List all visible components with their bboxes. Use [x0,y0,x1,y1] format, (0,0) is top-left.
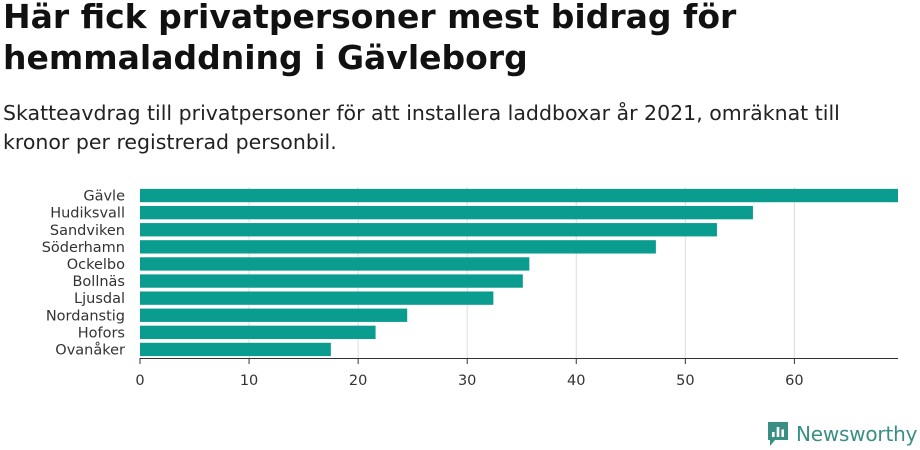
category-label: Sandviken [50,223,125,239]
category-label: Ljusdal [74,291,125,307]
x-tick-label: 60 [785,373,803,389]
bar [140,342,331,357]
x-tick-label: 30 [458,373,476,389]
brand-name: Newsworthy [796,422,918,446]
chart-subtitle: Skatteavdrag till privatpersoner för att… [3,101,840,154]
bar [140,240,656,254]
bar [140,325,376,340]
chart-title: Här fick privatpersoner mest bidrag för … [3,0,737,77]
bar [140,257,530,271]
x-tick-label: 50 [676,373,694,389]
category-label: Nordanstig [46,308,125,324]
newsworthy-logo-icon [768,422,788,446]
bar [140,291,494,305]
bar [140,205,753,220]
category-label: Bollnäs [72,274,125,290]
category-label: Söderhamn [42,240,125,256]
category-label: Gävle [83,189,125,205]
bar [140,188,898,203]
bar [140,223,717,237]
category-label: Hudiksvall [50,206,125,222]
x-tick-label: 20 [349,373,367,389]
x-tick-label: 40 [567,373,585,389]
x-tick-label: 10 [240,373,258,389]
bar [140,274,523,288]
brand-logo: Newsworthy [766,420,917,448]
category-label: Ockelbo [67,257,125,273]
bar [140,308,408,322]
bar-chart: GävleHudiksvallSandvikenSöderhamnOckelbo… [42,187,898,389]
category-label: Ovanåker [55,341,125,358]
category-label: Hofors [78,325,125,341]
x-tick-label: 0 [135,373,144,389]
